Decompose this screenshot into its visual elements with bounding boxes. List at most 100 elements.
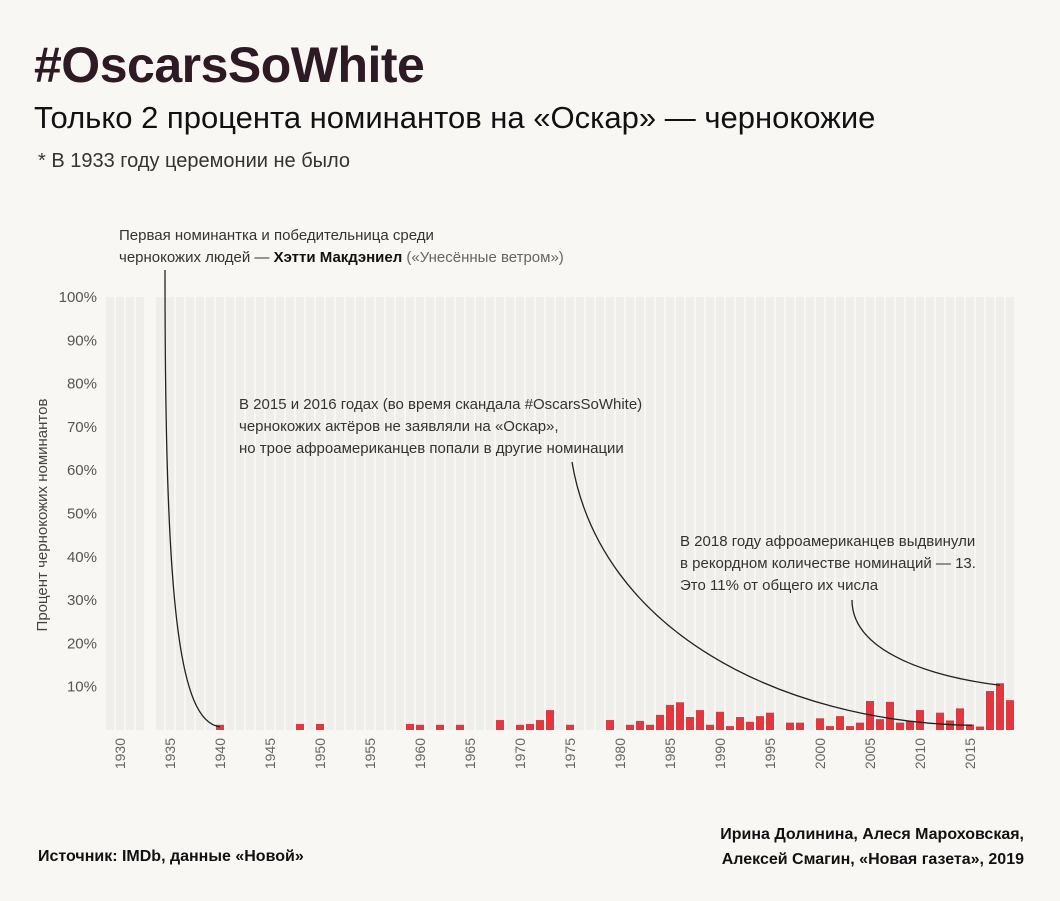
background-column [166, 297, 174, 730]
background-column [216, 297, 224, 730]
background-column [816, 297, 824, 730]
background-column [386, 297, 394, 730]
background-column [486, 297, 494, 730]
x-tick-label: 1985 [662, 738, 678, 769]
bar-1992 [736, 717, 744, 730]
annotation-text: в рекордном количестве номинаций — 13. [680, 555, 976, 572]
annotation-text: Это 11% от общего их числа [680, 577, 879, 594]
background-column [326, 297, 334, 730]
annotation-text: но трое афроамериканцев попали в другие … [239, 440, 624, 457]
annotation-text: В 2018 году афроамериканцев выдвинули [680, 533, 975, 550]
y-tick-label: 20% [67, 635, 97, 652]
bar-2007 [886, 701, 894, 730]
background-column [156, 297, 164, 730]
chart-subtitle: Только 2 процента номинантов на «Оскар» … [34, 100, 876, 135]
background-column [186, 297, 194, 730]
background-column [566, 297, 574, 730]
bar-1990 [716, 711, 724, 730]
background-column [236, 297, 244, 730]
x-tick-label: 2000 [812, 738, 828, 769]
background-column [826, 297, 834, 730]
background-column [916, 297, 924, 730]
background-column [536, 297, 544, 730]
background-column [576, 297, 584, 730]
background-column [606, 297, 614, 730]
annotation-text: В 2015 и 2016 годах (во время скандала #… [239, 396, 642, 413]
bar-2010 [916, 710, 924, 730]
bar-1993 [746, 721, 754, 730]
background-column [406, 297, 414, 730]
bar-1950 [316, 723, 324, 730]
bar-2006 [876, 719, 884, 730]
bar-2012 [936, 712, 944, 730]
x-tick-label: 1965 [462, 738, 478, 769]
background-column [256, 297, 264, 730]
background-column [836, 297, 844, 730]
y-tick-label: 70% [67, 419, 97, 436]
background-column [506, 297, 514, 730]
bar-1989 [706, 724, 714, 730]
background-column [796, 297, 804, 730]
bar-1997 [786, 722, 794, 730]
background-column [136, 297, 144, 730]
background-column [446, 297, 454, 730]
background-column [516, 297, 524, 730]
y-tick-label: 50% [67, 506, 97, 523]
x-tick-label: 1955 [362, 738, 378, 769]
authors-line-2: Алексей Смагин, «Новая газета», 2019 [721, 851, 1024, 868]
background-column [176, 297, 184, 730]
bar-1988 [696, 710, 704, 730]
background-column [196, 297, 204, 730]
bar-1948 [296, 723, 304, 730]
background-column [736, 297, 744, 730]
bar-1972 [536, 720, 544, 730]
background-column [436, 297, 444, 730]
x-tick-label: 1975 [562, 738, 578, 769]
background-column [596, 297, 604, 730]
bar-2004 [856, 722, 864, 730]
bar-1998 [796, 722, 804, 730]
x-tick-label: 1930 [112, 738, 128, 769]
bar-1960 [416, 724, 424, 730]
background-column [546, 297, 554, 730]
background-column [366, 297, 374, 730]
background-column [296, 297, 304, 730]
y-tick-label: 80% [67, 376, 97, 393]
background-column [126, 297, 134, 730]
background-column [276, 297, 284, 730]
authors-line-1: Ирина Долинина, Алеся Мароховская, [720, 826, 1024, 843]
background-column [766, 297, 774, 730]
background-column [716, 297, 724, 730]
y-axis-label: Процент чернокожих номинантов [34, 399, 51, 632]
bar-2009 [906, 720, 914, 730]
background-column [206, 297, 214, 730]
bar-1995 [766, 712, 774, 730]
background-column [476, 297, 484, 730]
bar-2001 [826, 726, 834, 730]
y-tick-label: 90% [67, 332, 97, 349]
background-column [556, 297, 564, 730]
y-tick-label: 30% [67, 592, 97, 609]
bar-1940 [216, 724, 224, 730]
bar-2018 [996, 683, 1004, 730]
source-text: Источник: IMDb, данные «Новой» [38, 848, 304, 865]
background-column [616, 297, 624, 730]
background-column [456, 297, 464, 730]
bar-1970 [516, 724, 524, 730]
bar-1971 [526, 723, 534, 730]
x-tick-label: 1990 [712, 738, 728, 769]
annotation-line [851, 599, 1001, 686]
bar-1968 [496, 720, 504, 730]
background-column [996, 297, 1004, 730]
chart-title: #OscarsSoWhite [34, 37, 425, 93]
y-tick-label: 100% [59, 289, 97, 306]
bar-2003 [846, 726, 854, 730]
background-column [356, 297, 364, 730]
background-column [306, 297, 314, 730]
background-column [676, 297, 684, 730]
y-tick-label: 60% [67, 462, 97, 479]
background-column [656, 297, 664, 730]
x-tick-label: 1960 [412, 738, 428, 769]
background-column [756, 297, 764, 730]
